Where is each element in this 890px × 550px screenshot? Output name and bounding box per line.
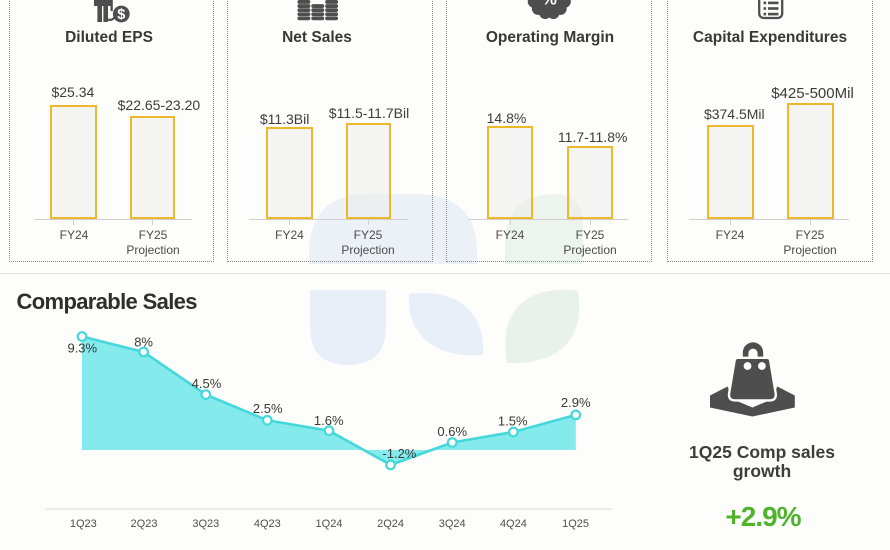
svg-text:2Q24: 2Q24 bbox=[377, 518, 404, 530]
svg-text:4Q24: 4Q24 bbox=[500, 518, 527, 530]
svg-text:1Q23: 1Q23 bbox=[70, 518, 97, 530]
svg-text:3Q23: 3Q23 bbox=[192, 518, 219, 530]
svg-text:1.5%: 1.5% bbox=[498, 414, 528, 429]
svg-text:2Q23: 2Q23 bbox=[131, 518, 158, 530]
svg-text:8%: 8% bbox=[134, 334, 153, 349]
svg-text:4Q23: 4Q23 bbox=[254, 518, 281, 530]
svg-text:1.6%: 1.6% bbox=[314, 413, 344, 428]
svg-text:4.5%: 4.5% bbox=[192, 376, 222, 391]
svg-text:2.9%: 2.9% bbox=[561, 395, 591, 410]
svg-text:3Q24: 3Q24 bbox=[439, 518, 466, 530]
svg-text:$: $ bbox=[117, 7, 125, 23]
svg-text:1Q24: 1Q24 bbox=[316, 518, 343, 530]
svg-text:1Q25: 1Q25 bbox=[562, 518, 589, 530]
svg-text:%: % bbox=[542, 0, 557, 9]
svg-text:2.5%: 2.5% bbox=[253, 401, 283, 416]
svg-text:9.3%: 9.3% bbox=[67, 341, 97, 356]
svg-text:0.6%: 0.6% bbox=[437, 424, 467, 439]
svg-text:-1.2%: -1.2% bbox=[382, 446, 416, 461]
